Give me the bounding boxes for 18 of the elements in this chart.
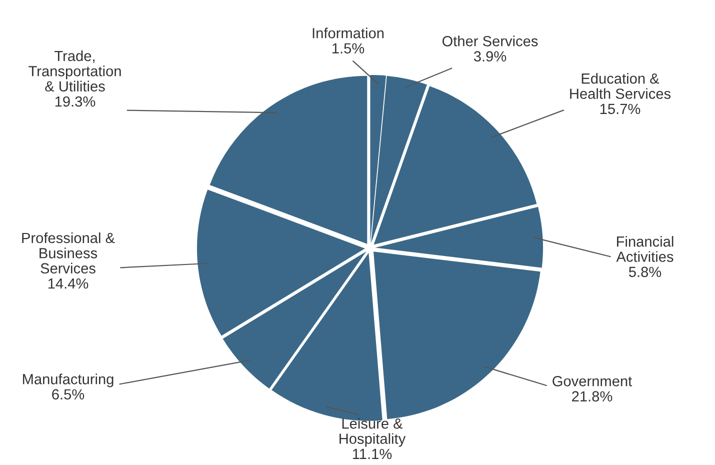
data-label: 15.7%	[600, 104, 640, 114]
slice-label: Leisure & Hospitality	[340, 418, 406, 447]
slice-label: Education & Health Services	[570, 73, 671, 99]
slice-label: Professional & Business Services	[22, 232, 115, 274]
data-label: 1.5%	[332, 43, 364, 54]
data-label: 14.4%	[48, 278, 88, 289]
slice-label: Government	[552, 376, 632, 386]
data-label: 6.5%	[52, 389, 84, 400]
data-label: 5.8%	[628, 266, 662, 278]
data-label: 21.8%	[572, 391, 612, 402]
slice-label: Manufacturing	[22, 374, 114, 388]
data-label: 19.3%	[55, 96, 96, 107]
data-label: 3.9%	[474, 51, 506, 62]
slice-label: Financial Activities	[616, 236, 674, 262]
data-label: 11.1%	[352, 448, 392, 460]
slice-label: Trade, Transportation & Utilities	[28, 50, 121, 92]
slice-label: Information	[312, 28, 384, 38]
slice-label: Other Services	[442, 36, 538, 46]
